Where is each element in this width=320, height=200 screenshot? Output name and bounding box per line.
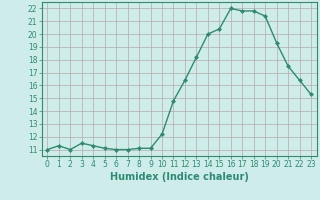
X-axis label: Humidex (Indice chaleur): Humidex (Indice chaleur) bbox=[110, 172, 249, 182]
